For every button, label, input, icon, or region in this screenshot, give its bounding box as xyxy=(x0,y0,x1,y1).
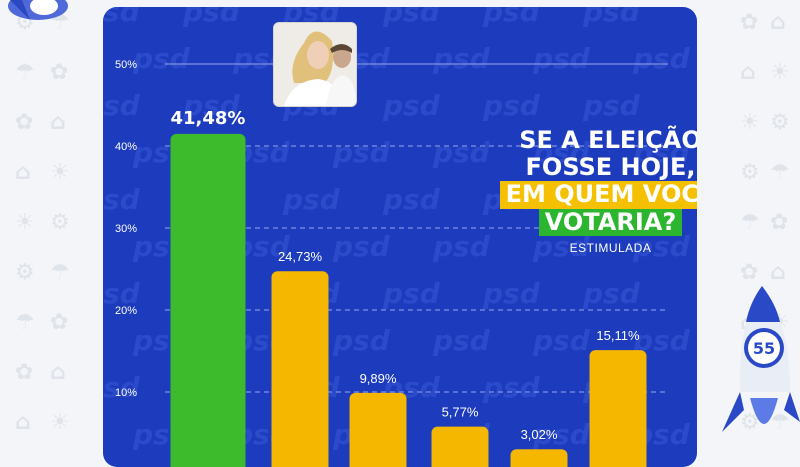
pattern-icon: ✿ xyxy=(50,310,69,335)
pattern-icon: ☂ xyxy=(50,260,70,285)
watermark-text: psd xyxy=(433,324,490,357)
y-tick-label: 20% xyxy=(115,305,137,317)
poll-card: psd psd psd psd psd psd psd psd psd psd psd psd psd p… xyxy=(103,7,697,467)
bar xyxy=(510,449,568,467)
watermark-text: psd xyxy=(103,89,140,122)
watermark-text: psd xyxy=(383,183,440,216)
pattern-icon: ⌂ xyxy=(15,160,31,185)
bar xyxy=(271,271,329,467)
pattern-icon: ⚙ xyxy=(740,160,760,185)
watermark-text: psd xyxy=(483,89,540,122)
watermark-text: psd xyxy=(183,89,240,122)
y-tick-label: 10% xyxy=(115,387,137,399)
pattern-icon: ✿ xyxy=(15,110,34,135)
pattern-icon: ⚙ xyxy=(15,260,35,285)
watermark-text: psd xyxy=(183,7,240,28)
watermark-text: psd xyxy=(533,418,590,451)
pattern-icon: ✿ xyxy=(740,10,759,35)
watermark-text: psd xyxy=(583,89,640,122)
pattern-icon: ✿ xyxy=(770,210,789,235)
pattern-icon: ⌂ xyxy=(50,110,66,135)
rocket-badge-number: 55 xyxy=(753,339,775,358)
pattern-icon: ⌂ xyxy=(770,10,786,35)
watermark-text: psd xyxy=(583,277,640,310)
background-pattern: ⚙☂✿⌂☂✿⌂☀✿⌂☀⚙⌂☀⚙☂☀⚙☂✿⚙☂✿⌂☂✿⌂☀✿⌂☀⚙⌂☀⚙☂ xyxy=(15,10,790,435)
bar-value-label: 5,77% xyxy=(442,405,479,420)
watermark-text: psd xyxy=(483,371,540,404)
pattern-icon: ⌂ xyxy=(770,260,786,285)
poll-bar-chart: 50% 40% 30% 20% 10% 41,48% 24,73% 9,89% 5,77% 3,0… xyxy=(115,59,668,467)
bar xyxy=(589,350,647,467)
pattern-icon: ✿ xyxy=(740,260,759,285)
pattern-icon: ☂ xyxy=(740,210,760,235)
watermark-text: psd xyxy=(383,89,440,122)
headline-line-2: FOSSE HOJE, xyxy=(525,153,696,182)
pattern-icon: ☀ xyxy=(50,160,70,185)
rocket-right-icon: 55 xyxy=(720,282,800,450)
watermark-text: psd xyxy=(633,42,690,75)
watermark-text: psd xyxy=(533,324,590,357)
bar-value-label: 3,02% xyxy=(521,427,558,442)
watermark-text: psd xyxy=(333,136,390,169)
bar-value-label: 24,73% xyxy=(278,249,323,264)
y-tick-label: 50% xyxy=(115,59,137,71)
headline: SE A ELEIÇÃO FOSSE HOJE, EM QUEM VOCÊ VO… xyxy=(468,127,697,255)
bar-value-label: 41,48% xyxy=(171,108,246,129)
y-tick-label: 40% xyxy=(115,141,137,153)
pattern-icon: ☀ xyxy=(770,60,790,85)
pattern-icon: ✿ xyxy=(50,60,69,85)
watermark-text: psd xyxy=(433,230,490,263)
pattern-icon: ⌂ xyxy=(50,360,66,385)
watermark-text: psd xyxy=(633,136,690,169)
pattern-icon: ⚙ xyxy=(770,110,790,135)
bar-value-label: 15,11% xyxy=(596,328,640,343)
bar xyxy=(431,426,489,467)
watermark-text: psd xyxy=(103,7,140,28)
pattern-icon: ☀ xyxy=(15,210,35,235)
pattern-icon: ☂ xyxy=(770,410,790,435)
watermark-text: psd xyxy=(433,42,490,75)
headline-line-1: SE A ELEIÇÃO xyxy=(519,126,697,154)
pattern-icon: ✿ xyxy=(15,360,34,385)
watermark-text: psd xyxy=(283,183,340,216)
watermark-text: psd xyxy=(103,371,140,404)
watermark-text: psd xyxy=(383,277,440,310)
pattern-icon: ⌂ xyxy=(15,410,31,435)
bar xyxy=(349,392,407,467)
pattern-icon: ☂ xyxy=(770,160,790,185)
pattern-icon: ⌂ xyxy=(740,60,756,85)
headline-line-4: VOTARIA? xyxy=(538,208,683,236)
pattern-icon: ☀ xyxy=(740,110,760,135)
watermark-text: psd xyxy=(103,183,140,216)
watermark-text: psd xyxy=(483,277,540,310)
watermark-text: psd xyxy=(383,7,440,28)
candidates-photo xyxy=(273,22,357,107)
headline-subtitle: ESTIMULADA xyxy=(569,240,652,255)
bar-value-label: 9,89% xyxy=(360,371,397,386)
watermark-text: psd xyxy=(333,230,390,263)
watermark-text: psd xyxy=(333,324,390,357)
pattern-icon: ⚙ xyxy=(50,210,70,235)
y-tick-label: 30% xyxy=(115,223,137,235)
pattern-icon: ⚙ xyxy=(740,410,760,435)
watermark-text: psd xyxy=(483,7,540,28)
watermark-text: psd xyxy=(533,42,590,75)
pattern-icon: ☀ xyxy=(50,410,70,435)
pattern-icon: ☂ xyxy=(15,310,35,335)
watermark-text: psd xyxy=(433,136,490,169)
headline-line-3: EM QUEM VOCÊ xyxy=(499,181,697,209)
watermark-text: psd xyxy=(103,277,140,310)
watermark-text: psd xyxy=(533,136,590,169)
pattern-icon: ☂ xyxy=(15,60,35,85)
bar xyxy=(170,133,246,467)
rocket-top-left-icon xyxy=(0,0,70,30)
watermark-text: psd xyxy=(133,42,190,75)
watermark-text: psd xyxy=(583,7,640,28)
